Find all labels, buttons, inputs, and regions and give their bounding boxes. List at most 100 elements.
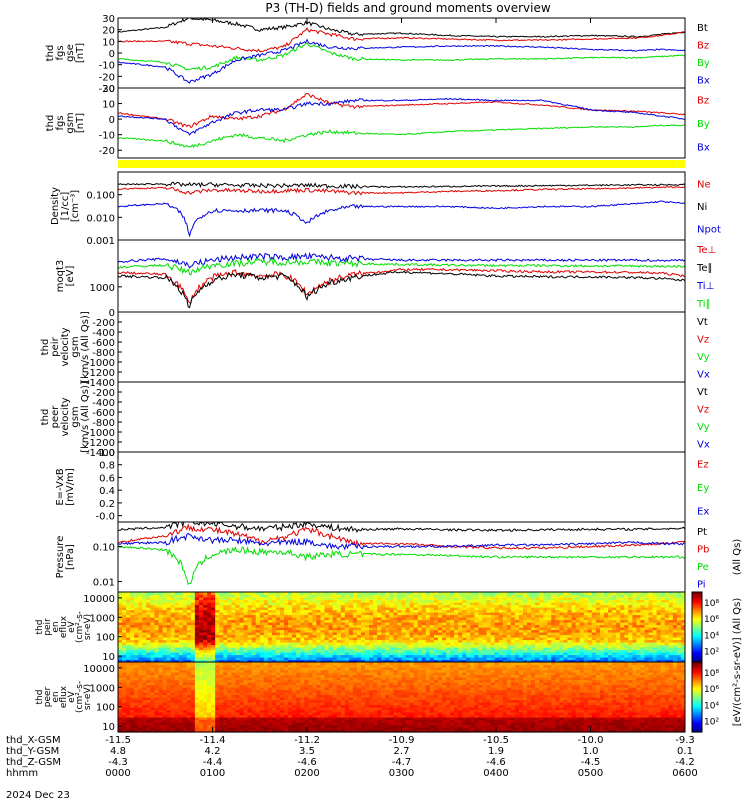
ytick-label-e-field: -0.0	[95, 512, 115, 523]
legend-fgs-gse-Bx: Bx	[697, 75, 710, 86]
ytick-label-ion-velocity: 0	[109, 308, 115, 319]
xaxis-value-thd_X-GSM: -9.3	[675, 735, 695, 746]
ytick-label-e-field: 0.4	[99, 486, 115, 497]
ylabel-e-field: [mV/m]	[65, 468, 76, 506]
ytick-label-electron-velocity: -1000	[86, 428, 115, 439]
date-label: 2024 Dec 23	[6, 790, 70, 800]
ytick-label-density: 0.100	[86, 191, 115, 202]
legend-fgs-gsm-Bz: Bz	[697, 96, 709, 107]
ytick-label-fgs-gse: 30	[102, 14, 115, 25]
panel-e-field: 1.0 0.80.6 0.4 0.2 -0.0 E=-VxB [mV/m] Ez Ey Ex	[55, 448, 709, 523]
data-quality-bar	[118, 160, 685, 168]
ylabel-ion-velocity: peir	[50, 336, 61, 356]
xaxis-value-hhmm: 0000	[105, 768, 130, 779]
series-group-density	[118, 181, 685, 238]
xaxis-value-thd_X-GSM: -10.9	[389, 735, 415, 746]
colorbar-title: [eV/(cm²-s-sr-eV)] (All Qs)	[732, 598, 743, 727]
ylabel-e-field: E=-VxB	[55, 468, 66, 505]
ylabel-electron-velocity: thd	[40, 409, 51, 426]
colorbar-tick-electron-spec: 10⁶	[704, 685, 719, 695]
ytick-label-electron-spec: 10	[102, 722, 115, 733]
xaxis-value-thd_Y-GSM: 3.5	[299, 746, 315, 757]
colorbar-tick-electron-spec: 10⁴	[704, 701, 719, 711]
ylabel-ion-velocity: [km/s (All Qs)]	[80, 311, 91, 383]
xaxis-value-hhmm: 0200	[294, 768, 319, 779]
legend-pressure-Pt: Pt	[697, 527, 707, 538]
ytick-label-electron-velocity: -200	[92, 388, 115, 399]
ylabel-fgs-gse: [nT]	[75, 43, 86, 63]
ytick-label-ion-velocity: -1000	[86, 358, 115, 369]
ytick-label-fgs-gse: 10	[102, 37, 115, 48]
ylabel-ion-spec: en	[51, 621, 61, 632]
series-temperature-Te∥	[118, 270, 685, 309]
xaxis-value-thd_X-GSM: -10.5	[483, 735, 509, 746]
ytick-label-fgs-gse: 20	[102, 26, 115, 37]
ytick-label-pressure: 0.10	[93, 542, 115, 553]
colorbar-tick-ion-spec: 10⁴	[704, 631, 719, 641]
ytick-label-fgs-gsm: -10	[99, 131, 115, 142]
xaxis-value-thd_X-GSM: -10.0	[578, 735, 604, 746]
frame-fgs-gsm	[117, 87, 686, 159]
legend-e-field-Ez: Ez	[697, 460, 709, 471]
series-pressure-Pt	[118, 522, 685, 534]
ylabel-ion-spec: eflux	[59, 615, 69, 638]
ytick-label-ion-velocity: -1400	[86, 378, 115, 389]
ytick-label-e-field: 0.8	[99, 461, 115, 472]
colorbar-tick-electron-spec: 10⁸	[704, 669, 719, 679]
xaxis-value-thd_Z-GSM: -4.6	[486, 757, 506, 768]
ytick-label-temperature: 1000	[90, 283, 115, 294]
colorbar-tick-ion-spec: 10⁸	[704, 599, 719, 609]
ylabel-temperature: [eV]	[65, 266, 76, 287]
ylabel-fgs-gse: fgs	[55, 45, 66, 60]
legend-electron-velocity-Vx: Vx	[697, 439, 710, 450]
xaxis-value-thd_Z-GSM: -4.2	[675, 757, 695, 768]
series-group-temperature	[118, 251, 685, 309]
colorbar-ion-spec: 10⁸ 10⁶ 10⁴ 10²	[691, 591, 719, 663]
ylabel-ion-spec: peir	[43, 618, 53, 636]
ylabel-fgs-gse: gse	[65, 44, 76, 62]
series-pressure-Pi	[118, 532, 685, 551]
ylabel-density: [cm⁻³]	[70, 190, 81, 222]
legend-fgs-gse-Bt: Bt	[697, 23, 708, 34]
panel-ion-velocity: 0-200-400-600-800-1000-1200-1400 thd peir v…	[40, 308, 710, 389]
panel-density: 0.100 0.010 0.001 Density [1/cc] [cm⁻³] Ne Ni Np…	[50, 171, 721, 247]
panel-temperature: 1000 moqt3 [eV] Te⊥ Te∥ Ti⊥ Ti∥	[55, 239, 716, 313]
xaxis-value-thd_Z-GSM: -4.3	[108, 757, 128, 768]
xaxis-value-hhmm: 0300	[389, 768, 414, 779]
series-temperature-Ti⊥	[118, 251, 685, 269]
spectrogram-cells-electron-spec	[118, 662, 686, 733]
xaxis-value-hhmm: 0100	[200, 768, 225, 779]
ytick-label-electron-velocity: -400	[92, 398, 115, 409]
ytick-label-fgs-gse: -30	[99, 84, 115, 95]
ytick-label-e-field: 1.0	[99, 448, 115, 459]
series-temperature-Ti∥	[118, 257, 685, 276]
legend-pressure-Pe: Pe	[697, 562, 709, 573]
ytick-label-e-field: 0.2	[99, 499, 115, 510]
ylabel-electron-spec: thd	[35, 690, 45, 705]
ylabel-electron-velocity: peer	[50, 405, 61, 429]
series-density-Ne	[118, 186, 685, 196]
ylabel-electron-spec: sr-eV)	[83, 684, 93, 710]
ytick-label-electron-spec: 10000	[83, 664, 115, 675]
xaxis-value-thd_Y-GSM: 4.8	[110, 746, 126, 757]
legend-e-field-Ex: Ex	[697, 506, 709, 517]
ylabel-electron-spec: (cm²-s-	[75, 681, 85, 713]
ylabel-electron-spec: eflux	[59, 685, 69, 708]
ylabel-density: Density	[50, 187, 61, 225]
ytick-label-fgs-gsm: 0	[109, 115, 115, 126]
ylabel-fgs-gsm: gsm	[65, 112, 76, 133]
ytick-label-ion-velocity: -1200	[86, 368, 115, 379]
ytick-label-fgs-gse: 0	[109, 49, 115, 60]
legend-fgs-gse-Bz: Bz	[697, 40, 709, 51]
xaxis-value-thd_Y-GSM: 1.9	[488, 746, 504, 757]
spectrogram-electron-spec: 10000 1000 100 10 thdpeerenefluxeV(cm²-s-sr-…	[35, 661, 719, 733]
legend-pressure-Pb: Pb	[697, 544, 709, 555]
xaxis-row-label-thd_Y-GSM: thd_Y-GSM	[6, 746, 59, 757]
ylabel-electron-velocity: velocity	[60, 397, 71, 436]
legend-density-Npot: Npot	[697, 225, 721, 236]
ylabel-ion-velocity: thd	[40, 339, 51, 356]
ytick-label-fgs-gsm: 20	[102, 84, 115, 95]
figure-title: P3 (TH-D) fields and ground moments over…	[265, 1, 550, 15]
